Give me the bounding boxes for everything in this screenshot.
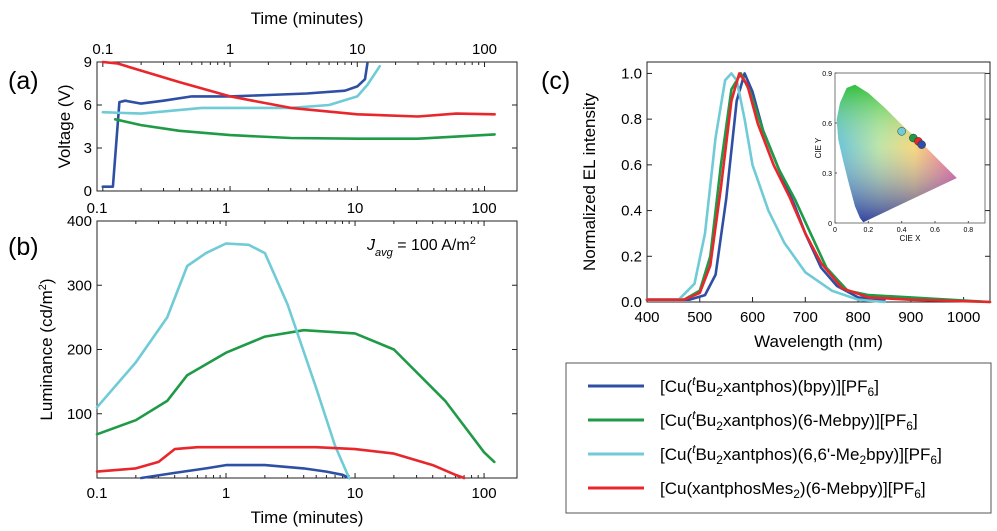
inset-y-label: CIE Y [814, 137, 823, 158]
x-axis-label: Time (minutes) [251, 508, 364, 527]
chart-el-spectra: 400 500 600 700 800 900 1000 0.0 0.2 0.4 0.6 0.8 1.0… [580, 61, 992, 351]
y-tick-label: 1.0 [621, 65, 642, 82]
y-tick-label: 100 [67, 406, 92, 423]
inset-x-tick-label: 0 [833, 227, 837, 234]
x-tick-label: 1 [226, 41, 234, 58]
cie-point-3 [917, 140, 926, 149]
y-tick-label: 0 [84, 183, 92, 200]
x-tick-label: 700 [793, 309, 818, 326]
series-line-2 [645, 72, 886, 304]
legend: [Cu(tBu2xantphos)(bpy)][PF6] [Cu(tBu2xant… [565, 362, 992, 514]
inset-y-tick-label: 0 [828, 221, 832, 228]
y-tick-label: 3 [84, 140, 92, 157]
x-tick-label: 100 [472, 200, 497, 217]
panel-label-b: (b) [8, 233, 39, 261]
x-tick-label: 10 [347, 200, 364, 217]
x-tick-label: 10 [347, 485, 364, 502]
x-axis-label: Time (minutes) [251, 9, 364, 28]
series-line-2 [101, 65, 381, 115]
inset-x-tick-label: 0.6 [930, 227, 940, 234]
y-tick-label: 0.0 [621, 294, 642, 311]
y-tick-label: 200 [67, 342, 92, 359]
series-line-3 [101, 60, 496, 118]
panel-label-a: (a) [8, 67, 39, 95]
cie-gamut-shade [836, 84, 957, 223]
inset-x-tick-label: 0.2 [863, 227, 873, 234]
plot-frame [646, 61, 991, 303]
x-tick-label: 600 [740, 309, 765, 326]
x-tick-label: 0.1 [92, 41, 113, 58]
legend-label-1: [Cu(tBu2xantphos)(6-Mebpy)][PF6] [660, 408, 918, 433]
y-tick-label: 6 [84, 97, 92, 114]
x-tick-label: 500 [687, 309, 712, 326]
y-axis-label: Luminance (cd/m2) [37, 278, 56, 420]
x-tick-label: 10 [349, 41, 366, 58]
y-tick-label: 0.2 [621, 248, 642, 265]
annotation-j-avg: Javg = 100 A/m2 [366, 235, 476, 259]
x-tick-label: 900 [898, 309, 923, 326]
series-line-3 [95, 445, 466, 480]
x-tick-label: 1 [222, 485, 230, 502]
plot-frame [96, 220, 518, 479]
series-line-1 [95, 328, 496, 464]
series-line-0 [101, 62, 369, 188]
series-line-0 [139, 463, 351, 480]
x-axis-label: Wavelength (nm) [754, 332, 883, 351]
cie-point-0 [897, 127, 906, 136]
y-tick-label: 300 [67, 277, 92, 294]
legend-label-0: [Cu(tBu2xantphos)(bpy)][PF6] [660, 374, 879, 399]
inset-x-tick-label: 0.8 [963, 227, 973, 234]
x-tick-label: 100 [472, 41, 497, 58]
y-tick-label: 9 [84, 54, 92, 71]
series-line-3 [645, 72, 992, 304]
y-tick-label: 0.8 [621, 111, 642, 128]
panel-label-c: (c) [541, 67, 570, 95]
y-tick-label: 0.4 [621, 203, 642, 220]
x-tick-label: 0.1 [87, 485, 108, 502]
y-tick-label: 400 [67, 213, 92, 230]
inset-y-tick-label: 0.6 [822, 121, 832, 128]
series-line-1 [113, 118, 496, 140]
x-tick-label: 400 [634, 309, 659, 326]
chart-luminance: 0.1 0.1 1 1 10 10 100 100 100 200 300 400 Time (minu… [37, 200, 518, 527]
legend-label-2: [Cu(tBu2xantphos)(6,6'-Me2bpy)][PF6] [660, 442, 942, 467]
inset-y-tick-label: 0.3 [822, 171, 832, 178]
plot-frame [96, 61, 518, 192]
inset-x-tick-label: 0.4 [897, 227, 907, 234]
x-tick-label: 100 [472, 485, 497, 502]
x-tick-label: 0.1 [87, 200, 108, 217]
y-tick-label: 0.6 [621, 157, 642, 174]
y-axis-label: Voltage (V) [55, 84, 74, 168]
series-line-2 [95, 242, 351, 480]
cie-inset: 0 0.2 0.4 0.6 0.8 0 0.3 0.6 0.9 CIE X CIE Y [814, 71, 986, 243]
x-tick-label: 1 [222, 200, 230, 217]
x-tick-label: 1000 [947, 309, 980, 326]
inset-y-tick-label: 0.9 [822, 71, 832, 78]
x-tick-label: 800 [846, 309, 871, 326]
chart-voltage: 0.1 1 10 100 0 3 6 9 Time (minutes) Voltage (V) [55, 9, 518, 200]
y-axis-label: Normalized EL intensity [580, 93, 599, 271]
inset-x-label: CIE X [900, 234, 922, 243]
legend-label-3: [Cu(xantphosMes2)(6-Mebpy)][PF6] [660, 479, 926, 501]
